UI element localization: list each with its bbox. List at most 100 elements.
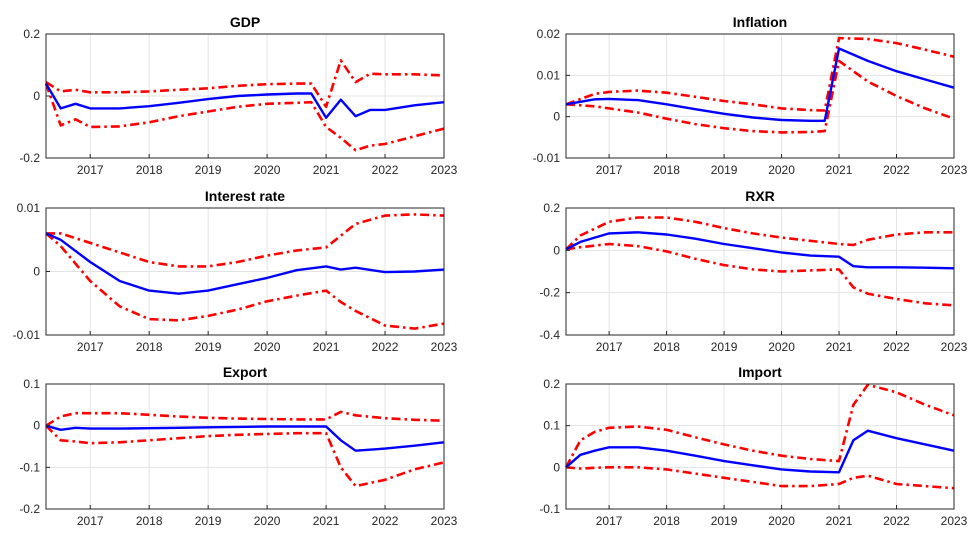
import-axes-box [565,383,955,510]
interest-rate-x-tick-label: 2020 [254,340,281,354]
import-x-tick-label: 2023 [941,514,968,528]
inflation-x-tick-label: 2021 [826,163,853,177]
gdp-y-tick-label: 0.2 [23,27,40,41]
inflation-median-line [565,47,955,123]
inflation-x-tick-label: 2020 [768,163,795,177]
interest-rate-lower-line [45,232,445,330]
export-y-tick-label: -0.2 [19,502,40,516]
export-y-tick-label: 0 [33,419,40,433]
inflation-x-tick-label: 2022 [883,163,910,177]
export-x-tick-label: 2017 [77,514,104,528]
interest-rate-median-line [45,232,445,295]
import-y-tick-label: 0.1 [543,419,560,433]
export-x-tick-label: 2020 [254,514,281,528]
interest-rate-x-tick-label: 2018 [136,340,163,354]
interest-rate-y-tick-label: 0.01 [17,201,41,215]
interest-rate-x-tick-label: 2023 [431,340,458,354]
import-x-tick-label: 2018 [653,514,680,528]
import-lower-line [565,465,955,490]
gdp-x-tick-label: 2021 [313,163,340,177]
import-x-tick-label: 2022 [883,514,910,528]
import-y-tick-label: 0.2 [543,377,560,391]
inflation-title: Inflation [733,14,787,30]
rxr-x-tick-label: 2023 [941,340,968,354]
import-median-line [565,429,955,474]
interest-rate-panel: 2017 2018 2019 2020 2021 2022 2023 -0.01 0 0.01 In… [13,188,458,354]
export-panel: 2017 2018 2019 2020 2021 2022 2023 -0.2 -0.1 0 0.1… [19,364,457,528]
interest-rate-title: Interest rate [205,188,285,204]
interest-rate-x-tick-label: 2019 [195,340,222,354]
rxr-x-tick-label: 2017 [596,340,623,354]
import-x-tick-label: 2020 [768,514,795,528]
import-y-tick-label: -0.1 [539,502,560,516]
rxr-upper-line [565,216,954,251]
gdp-title: GDP [230,14,260,30]
gdp-y-tick-label: 0 [33,89,40,103]
gdp-x-tick-label: 2022 [372,163,399,177]
rxr-axes-box [565,207,955,336]
export-title: Export [223,364,268,380]
export-axes-box [45,383,445,510]
interest-rate-y-tick-label: -0.01 [13,328,41,342]
inflation-x-tick-label: 2023 [941,163,968,177]
import-x-tick-label: 2017 [596,514,623,528]
rxr-plot-area [566,208,954,335]
inflation-y-tick-label: -0.01 [533,151,561,165]
rxr-x-tick-label: 2019 [711,340,738,354]
rxr-x-tick-label: 2021 [826,340,853,354]
inflation-plot-area [566,34,954,158]
inflation-y-tick-label: 0.01 [537,68,561,82]
rxr-y-tick-label: -0.2 [539,286,560,300]
export-median-line [45,424,445,452]
rxr-y-tick-label: -0.4 [539,328,560,342]
gdp-x-tick-label: 2018 [136,163,163,177]
rxr-x-tick-label: 2018 [653,340,680,354]
gdp-x-tick-label: 2023 [431,163,458,177]
import-panel: 2017 2018 2019 2020 2021 2022 2023 -0.1 0 0.1 0.2 I… [539,364,967,528]
import-y-tick-label: 0 [553,460,560,474]
interest-rate-y-tick-label: 0 [33,265,40,279]
export-x-tick-label: 2022 [372,514,399,528]
export-x-tick-label: 2019 [195,514,222,528]
rxr-panel: 2017 2018 2019 2020 2021 2022 2023 -0.4 -0.2 0 0.2… [539,188,967,354]
gdp-upper-line [45,59,445,109]
gdp-panel: 2017 2018 2019 2020 2021 2022 2023 -0.2 0 0.2 GDP [19,14,457,177]
rxr-title: RXR [745,188,775,204]
inflation-y-tick-label: 0 [553,110,560,124]
import-title: Import [738,364,782,380]
export-x-tick-label: 2018 [136,514,163,528]
import-x-tick-label: 2021 [826,514,853,528]
import-upper-line [564,383,955,468]
inflation-x-tick-label: 2017 [596,163,623,177]
inflation-lower-line [565,59,955,134]
rxr-y-tick-label: 0 [553,243,560,257]
inflation-upper-line [565,36,955,112]
export-y-tick-label: 0.1 [23,377,40,391]
interest-rate-x-tick-label: 2022 [372,340,399,354]
export-x-tick-label: 2021 [313,514,340,528]
rxr-x-tick-label: 2020 [768,340,795,354]
gdp-median-line [44,82,445,119]
export-y-tick-label: -0.1 [19,460,40,474]
interest-rate-x-tick-label: 2021 [313,340,340,354]
rxr-x-tick-label: 2022 [883,340,910,354]
export-plot-area [46,384,444,509]
gdp-x-tick-label: 2017 [77,163,104,177]
rxr-median-line [565,231,955,270]
inflation-axes-box [565,33,955,159]
export-lower-line [45,424,445,488]
inflation-x-tick-label: 2018 [653,163,680,177]
inflation-panel: 2017 2018 2019 2020 2021 2022 2023 -0.01 0 0.01 0.… [533,14,968,177]
gdp-lower-line [44,83,445,152]
import-x-tick-label: 2019 [711,514,738,528]
gdp-x-tick-label: 2019 [195,163,222,177]
export-upper-line [45,410,445,427]
inflation-y-tick-label: 0.02 [537,27,561,41]
rxr-y-tick-label: 0.2 [543,201,560,215]
interest-rate-x-tick-label: 2017 [77,340,104,354]
export-x-tick-label: 2023 [431,514,458,528]
interest-rate-upper-line [46,213,445,268]
gdp-y-tick-label: -0.2 [19,151,40,165]
inflation-x-tick-label: 2019 [711,163,738,177]
